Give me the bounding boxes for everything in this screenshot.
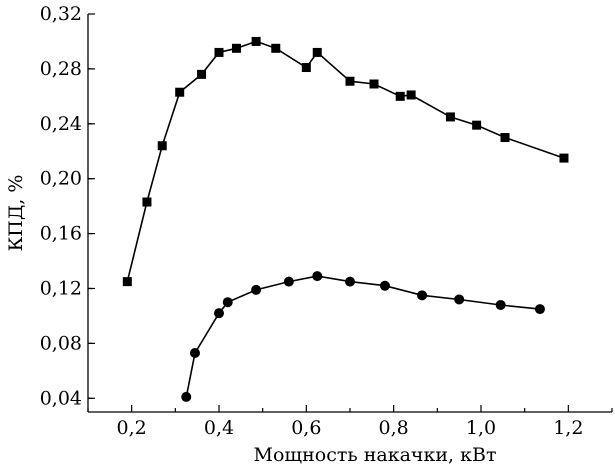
y-axis-label: КПД, %	[5, 175, 27, 252]
series-1-point	[214, 47, 224, 57]
series-2-point	[312, 271, 323, 282]
y-tick-label: 0,16	[40, 223, 82, 245]
series-2-point	[495, 299, 506, 310]
series-2-point	[251, 284, 262, 295]
series-2-point	[222, 297, 233, 308]
series-2-point	[379, 280, 390, 291]
series-1-point	[406, 90, 416, 100]
series-1-point	[472, 120, 482, 130]
series-layer	[122, 36, 569, 402]
x-tick-label: 0,2	[117, 417, 147, 439]
series-1-point	[175, 87, 185, 97]
y-tick-label: 0,04	[40, 387, 82, 409]
series-1-point	[271, 43, 281, 53]
series-2-point	[214, 308, 224, 319]
series-1-point	[157, 141, 167, 151]
series-1-point	[301, 63, 311, 73]
x-tick-label: 0,6	[291, 417, 321, 439]
series-1-point	[231, 43, 241, 53]
series-1-point	[500, 133, 510, 143]
series-1-point	[345, 76, 355, 86]
series-2-point	[189, 347, 200, 358]
y-tick-label: 0,12	[40, 277, 82, 299]
series-2-point	[181, 391, 192, 402]
y-tick-label: 0,28	[40, 58, 82, 80]
x-tick-label: 0,8	[379, 417, 409, 439]
series-1-point	[122, 277, 132, 287]
series-2-point	[283, 276, 294, 287]
series-2-point	[534, 304, 545, 315]
x-tick-label: 1,0	[466, 417, 496, 439]
x-tick-label: 1,2	[553, 417, 583, 439]
series-1-point	[197, 69, 207, 79]
x-axis-label: Мощность накачки, кВт	[254, 444, 497, 466]
series-1-point	[142, 197, 152, 207]
series-1-point	[395, 91, 405, 101]
series-1-point	[312, 47, 322, 57]
series-2-point	[417, 290, 428, 301]
x-tick-label: 0,4	[204, 417, 234, 439]
series-1-point	[559, 153, 569, 163]
ticks: 0,2 0,4 0,6 0,8 1,0 1,2 0,04 0,08 0,12 0,16 0,20 0,…	[40, 3, 613, 439]
series-1-point	[251, 36, 261, 46]
series-2-line	[185, 275, 541, 398]
y-tick-label: 0,32	[40, 3, 82, 25]
axes	[87, 14, 612, 413]
y-tick-label: 0,20	[40, 168, 82, 190]
series-2-point	[454, 294, 465, 305]
y-tick-label: 0,08	[40, 332, 82, 354]
series-2-point	[345, 276, 355, 287]
y-tick-label: 0,24	[40, 113, 82, 135]
series-1-point	[369, 79, 379, 89]
series-1-point	[445, 112, 455, 122]
